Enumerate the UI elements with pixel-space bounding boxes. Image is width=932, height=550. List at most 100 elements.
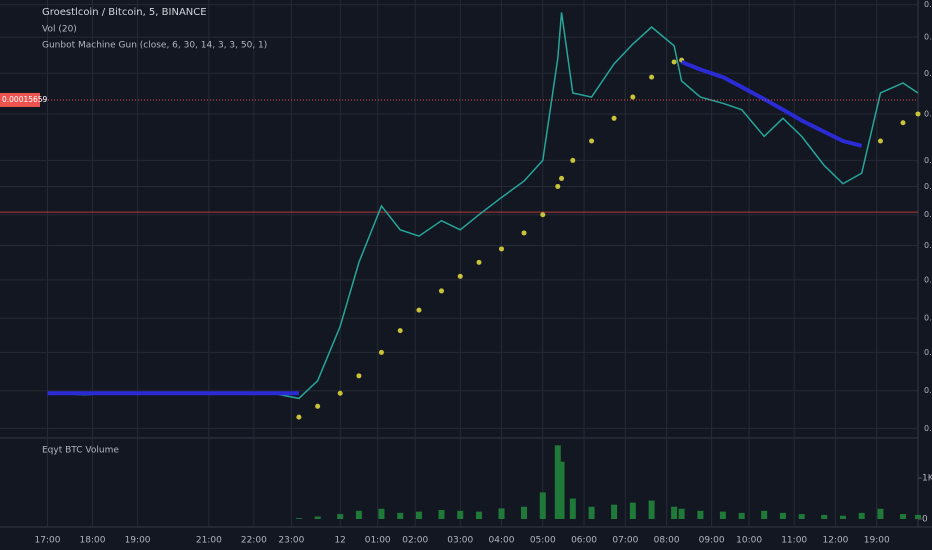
volume-bar (378, 508, 385, 519)
volume-bar (558, 461, 565, 519)
volume-bar (629, 502, 636, 519)
sar-dot (915, 111, 921, 117)
volume-bar (877, 508, 884, 519)
y-tick-label: 0.00005700 (924, 424, 932, 433)
volume-bar (397, 512, 404, 519)
y-tick-label: 0.00021000 (924, 0, 932, 9)
volume-bar (355, 510, 362, 519)
sar-dot (611, 115, 617, 121)
volume-bar (476, 511, 482, 519)
volume-bar (457, 510, 464, 519)
sar-dot (356, 373, 362, 379)
x-tick-label: 02:00 (402, 536, 428, 546)
y-tick-label: 0.00006400 (924, 386, 932, 395)
last-price-tag (0, 92, 40, 107)
x-tick-label: 05:00 (530, 536, 556, 546)
volume-bar (554, 445, 561, 519)
indicator-label: Vol (20) (42, 25, 77, 35)
x-tick-label: 01:00 (365, 536, 391, 546)
volume-bar (337, 514, 344, 519)
sar-dot (671, 59, 677, 65)
sar-dot (457, 273, 463, 279)
plot-area (0, 0, 921, 527)
x-tick-label: 10:00 (736, 536, 762, 546)
y-tick-label: 0.00017000 (924, 69, 932, 78)
volume-bar (611, 504, 618, 519)
x-tick-label: 17:00 (35, 536, 61, 546)
volume-bar (798, 514, 805, 519)
volume-bar (438, 509, 445, 519)
chart-title: Groestlcoin / Bitcoin, 5, BINANCE (42, 7, 207, 18)
y-tick-label: 0.00011000 (924, 210, 932, 219)
pane-label: Eqyt BTC Volume (42, 446, 119, 456)
sar-dot (900, 120, 906, 126)
price-line (680, 60, 863, 148)
sar-dot (378, 349, 384, 355)
sar-dot (296, 414, 302, 420)
x-tick-label: 06:00 (571, 536, 597, 546)
x-tick-label: 23:00 (278, 536, 304, 546)
volume-bar (498, 508, 505, 519)
indicator-label: Gunbot Machine Gun (close, 6, 30, 14, 3,… (42, 41, 267, 51)
x-tick-label: 04:00 (489, 536, 515, 546)
volume-bar (539, 492, 546, 519)
volume-bar (915, 514, 921, 519)
sar-dot (540, 212, 546, 218)
sar-dot (438, 288, 444, 294)
sar-dot (315, 403, 321, 409)
volume-bar (697, 510, 704, 519)
volume-bar (821, 514, 828, 519)
y-tick-label: 0.00015000 (924, 109, 932, 118)
sar-dot (649, 74, 655, 80)
volume-bar (295, 518, 302, 519)
volume-bar (761, 510, 768, 519)
y-tick-label: 0.00007200 (924, 348, 932, 357)
volume-bar (314, 516, 321, 519)
y-tick-label: 0.00010000 (924, 241, 932, 250)
sar-dot (397, 328, 403, 334)
sar-dot (416, 307, 422, 313)
sar-dot (555, 183, 561, 189)
volume-bar (415, 511, 422, 519)
volume-bar (521, 506, 528, 519)
x-tick-label: 09:00 (699, 536, 725, 546)
sar-dot (559, 175, 565, 181)
x-tick-label: 21:00 (196, 536, 222, 546)
volume-bar (569, 498, 576, 519)
sar-dot (570, 157, 576, 163)
sar-dot (589, 138, 595, 144)
sar-dot (521, 230, 527, 236)
x-tick-label: 12 (334, 536, 345, 546)
y-tick-label: 0.00008000 (924, 314, 932, 323)
x-tick-label: 22:00 (241, 536, 267, 546)
volume-bar (839, 515, 846, 519)
x-tick-label: 19:00 (864, 536, 890, 546)
x-tick-label: 18:00 (80, 536, 106, 546)
y-tick-label: 0.00009000 (924, 275, 932, 284)
price-line (47, 12, 919, 400)
x-tick-label: 08:00 (654, 536, 680, 546)
y2-tick-label: 1K (922, 474, 932, 484)
volume-bar (719, 511, 726, 519)
y-tick-label: 0.00019000 (924, 33, 932, 42)
volume-bar (858, 512, 865, 519)
volume-bar (738, 512, 745, 519)
x-tick-label: 12:00 (822, 536, 848, 546)
volume-bar (779, 512, 786, 519)
sar-dot (877, 138, 883, 144)
y-tick-label: 0.00012000 (924, 182, 932, 191)
sar-dot (499, 246, 505, 252)
y2-tick-label: 0 (922, 515, 928, 525)
x-tick-label: 07:00 (612, 536, 638, 546)
x-tick-label: 03:00 (447, 536, 473, 546)
volume-bar (678, 508, 685, 519)
y-tick-label: 0.00013000 (924, 156, 932, 165)
volume-bar (671, 506, 678, 519)
last-price-label: 0.00015659 (2, 95, 48, 104)
x-tick-label: 19:00 (125, 536, 151, 546)
x-tick-label: 11:00 (781, 536, 807, 546)
volume-bar (648, 500, 655, 519)
volume-bar (899, 514, 906, 519)
